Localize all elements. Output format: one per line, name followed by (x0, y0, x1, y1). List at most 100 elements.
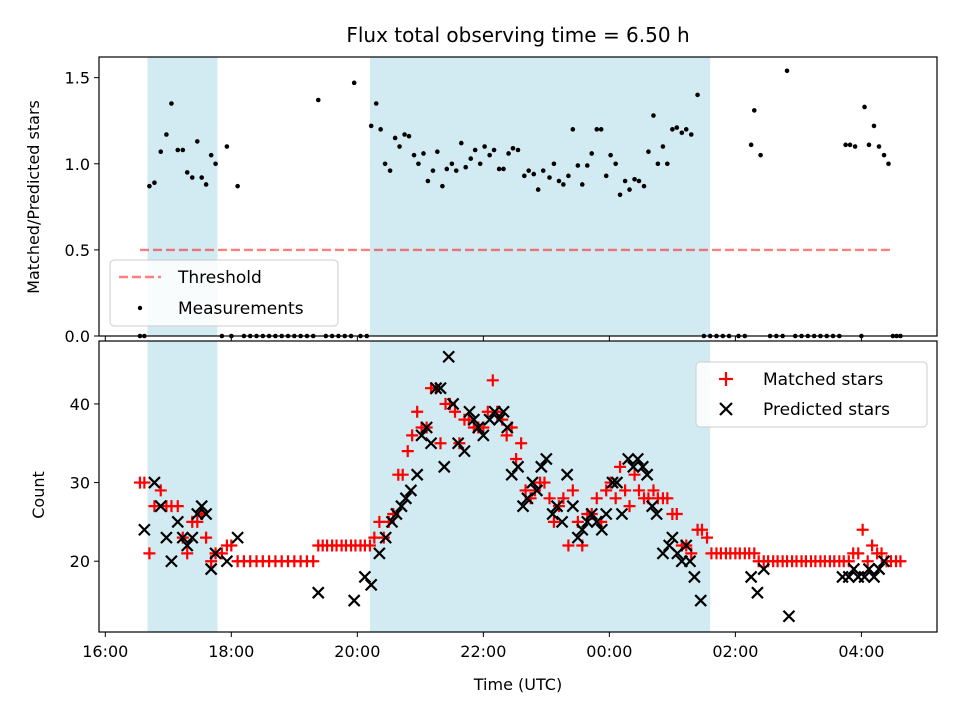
measurement-point (194, 139, 200, 144)
matched-point (619, 484, 632, 497)
measurement-point (224, 144, 230, 149)
measurement-point (491, 147, 497, 153)
measurement-point (751, 108, 757, 113)
measurement-point (679, 130, 685, 136)
y-axis-label-bottom: Count (29, 471, 48, 519)
x-tick-label: 16:00 (82, 642, 128, 661)
predicted-point (209, 547, 222, 560)
matched-point (510, 452, 523, 465)
measurement-point (598, 127, 604, 132)
legend-box-bottom (695, 361, 928, 428)
measurement-point (566, 173, 571, 179)
measurement-point (847, 142, 853, 148)
measurement-point (547, 175, 552, 180)
predicted-point (171, 515, 185, 529)
predicted-point (379, 531, 392, 544)
measurement-point (184, 170, 190, 175)
predicted-point (858, 570, 871, 584)
measurement-point (688, 132, 694, 137)
predicted-point (555, 515, 569, 529)
matched-point (515, 437, 528, 450)
matched-point (670, 508, 683, 521)
measurement-point (627, 187, 632, 192)
predicted-point (483, 413, 496, 426)
measurement-point (613, 161, 618, 167)
observing-intervals-bottom (147, 341, 711, 632)
predicted-point (373, 547, 386, 560)
measurement-point (213, 161, 218, 167)
measurement-point (158, 149, 164, 155)
measurement-point (758, 152, 763, 158)
measurement-point (617, 192, 623, 198)
matched-point (396, 468, 409, 481)
measurement-point (487, 152, 492, 158)
measurement-point (463, 164, 469, 170)
matched-point (628, 468, 641, 481)
measurement-point (411, 152, 417, 158)
measurement-point (784, 68, 790, 74)
y-axis-label-top: Matched/Predicted stars (24, 100, 43, 294)
matched-point (225, 539, 238, 552)
matched-point (411, 405, 424, 418)
predicted-point (645, 499, 659, 513)
predicted-point (347, 594, 361, 607)
measurement-point (670, 127, 675, 132)
matched-point (154, 484, 167, 497)
predicted-point (154, 499, 168, 513)
matched-point (448, 405, 461, 418)
matched-point (604, 476, 617, 489)
measurement-point (421, 151, 426, 156)
measurement-point (561, 182, 566, 187)
predicted-point (610, 476, 624, 489)
predicted-point (656, 547, 670, 560)
predicted-point (540, 452, 553, 466)
predicted-point (615, 507, 629, 521)
measurement-point (189, 175, 195, 180)
observing-intervals-top (147, 57, 711, 336)
measurement-point (235, 183, 240, 189)
y-tick-label-top: 1.5 (65, 69, 90, 88)
measurement-point (208, 152, 214, 158)
predicted-point (399, 492, 413, 505)
predicted-point (160, 531, 173, 544)
measurement-point (440, 183, 445, 189)
matched-point (552, 500, 565, 513)
y-tick-label-top: 1.0 (65, 155, 90, 174)
matched-point (148, 500, 161, 513)
predicted-point (599, 507, 613, 521)
predicted-point (560, 468, 574, 481)
measurement-point (695, 92, 700, 98)
predicted-point (550, 499, 564, 513)
ratio-panel: Flux total observing time = 6.50 h Match… (24, 23, 938, 346)
predicted-point (782, 609, 796, 623)
measurement-point (373, 101, 379, 106)
matched-point (191, 515, 204, 528)
predicted-point (364, 578, 378, 592)
plot-frame-top (98, 56, 938, 337)
measurement-point (522, 173, 527, 179)
predicted-point (546, 507, 559, 521)
chart-title: Flux total observing time = 6.50 h (346, 23, 689, 47)
predicted-point (497, 405, 510, 419)
matched-point (614, 460, 627, 473)
matched-point (861, 555, 874, 568)
predicted-point (458, 444, 471, 458)
predicted-point (636, 460, 650, 474)
measurement-point (468, 156, 474, 161)
legend-measurements-swatch (137, 305, 143, 311)
measurement-point (646, 149, 651, 155)
matched-point (138, 476, 151, 489)
predicted-point (535, 460, 548, 474)
measurement-point (175, 147, 181, 153)
legend-box-top (109, 259, 339, 327)
predicted-point (595, 523, 609, 537)
measurement-point (531, 171, 537, 177)
matched-point (143, 547, 156, 560)
x-tick-label: 18:00 (208, 642, 254, 661)
measurement-point (674, 125, 680, 130)
measurement-point (515, 147, 521, 153)
measurement-point (570, 127, 576, 132)
predicted-point (446, 397, 460, 411)
predicted-point (501, 421, 514, 434)
